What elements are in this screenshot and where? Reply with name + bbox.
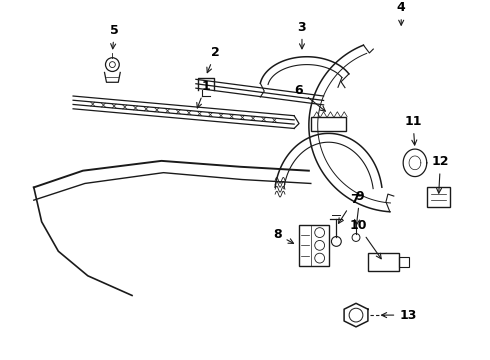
Bar <box>399 257 409 267</box>
Text: 1: 1 <box>197 80 210 108</box>
Text: 2: 2 <box>207 46 220 73</box>
Text: 13: 13 <box>382 309 416 321</box>
Text: 6: 6 <box>294 84 325 111</box>
Text: 7: 7 <box>339 193 358 223</box>
Bar <box>311 117 346 131</box>
Text: 11: 11 <box>404 115 422 145</box>
Bar <box>427 188 450 207</box>
Text: 3: 3 <box>297 21 306 49</box>
Text: 5: 5 <box>110 24 119 49</box>
Text: 8: 8 <box>273 228 294 243</box>
Text: 4: 4 <box>397 1 406 25</box>
Bar <box>368 253 399 271</box>
Bar <box>299 225 328 266</box>
Text: 12: 12 <box>432 156 449 193</box>
Text: 9: 9 <box>355 190 364 225</box>
Text: 10: 10 <box>349 219 381 259</box>
